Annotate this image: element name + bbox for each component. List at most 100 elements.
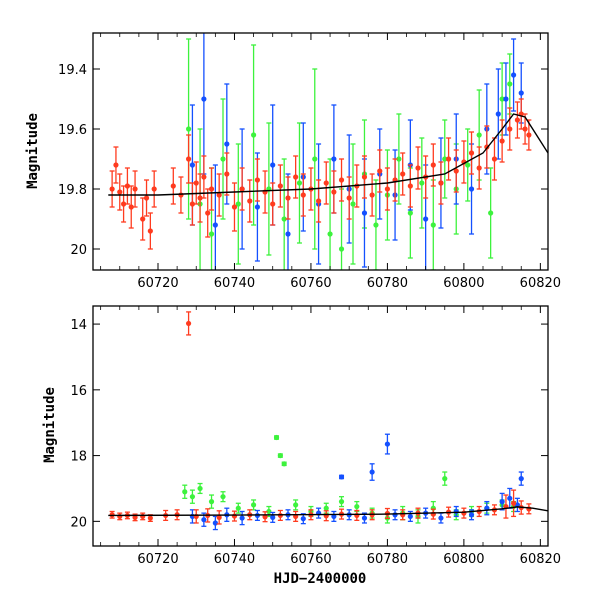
top-red-point (170, 167, 176, 205)
top-green-point (235, 143, 241, 265)
top-red-point (128, 185, 134, 229)
top-red-point (507, 107, 513, 151)
top-red-point (178, 176, 184, 214)
bottom-blue-point (300, 513, 306, 525)
top-red-point (430, 143, 436, 187)
top-y-tick-label: 19.6 (58, 123, 87, 138)
bottom-blue-point (438, 512, 444, 524)
bottom-blue-point (338, 474, 345, 480)
top-red-point (193, 161, 199, 205)
top-red-point (224, 152, 230, 196)
bottom-green-point (182, 484, 188, 499)
top-x-tick-label: 60780 (367, 276, 408, 291)
bottom-green-point (281, 461, 287, 467)
top-red-point (293, 155, 299, 199)
bottom-green-point (208, 494, 215, 509)
bottom-x-tick-label: 60820 (520, 552, 561, 567)
top-x-tick-label: 60820 (520, 276, 561, 291)
bottom-red-point (193, 509, 199, 524)
bottom-model-curve (108, 506, 548, 517)
top-green-point (266, 122, 272, 256)
top-green-point (507, 53, 513, 115)
bottom-red-point (216, 510, 222, 525)
top-red-point (315, 179, 322, 223)
bottom-red-point (205, 508, 211, 523)
bottom-x-tick-label: 60800 (443, 552, 484, 567)
bottom-series-layer (109, 311, 532, 531)
top-red-point (338, 158, 345, 202)
top-green-point (338, 188, 345, 270)
bottom-blue-point (239, 510, 245, 526)
top-red-point (185, 134, 192, 184)
top-red-point (247, 179, 253, 223)
bottom-red-point (430, 508, 436, 520)
top-red-point (526, 119, 532, 151)
bottom-y-tick-label: 16 (70, 384, 87, 399)
bottom-green-point (220, 491, 226, 503)
top-blue-point (201, 33, 207, 175)
top-green-point (442, 119, 448, 199)
top-red-point (331, 170, 337, 214)
bottom-blue-point (270, 511, 276, 523)
top-series-layer (109, 33, 532, 270)
top-green-point (185, 38, 192, 220)
bottom-red-point (185, 311, 192, 336)
top-red-point (132, 170, 138, 208)
top-plot-area (108, 33, 548, 270)
bottom-y-tick-label: 18 (70, 450, 87, 465)
top-y-tick-label: 19.4 (58, 63, 87, 78)
bottom-blue-point (518, 471, 524, 486)
top-red-point (468, 131, 475, 175)
top-red-point (445, 137, 452, 181)
bottom-ylabel: Magnitude (42, 387, 58, 463)
top-red-point (499, 119, 505, 163)
top-red-point (151, 170, 157, 208)
top-x-tick-label: 60760 (290, 276, 331, 291)
top-red-point (407, 164, 413, 208)
top-red-point (143, 179, 150, 217)
top-red-point (346, 176, 352, 220)
bottom-x-tick-label: 60720 (137, 552, 178, 567)
top-blue-point (212, 164, 218, 270)
bottom-blue-point (499, 492, 505, 511)
bottom-blue-point (315, 507, 322, 519)
top-red-point (453, 149, 459, 193)
top-model-curve (108, 113, 548, 196)
top-y-tick-label: 20 (70, 243, 87, 258)
bottom-blue-point (369, 463, 375, 481)
top-red-point (369, 173, 375, 217)
top-red-point (384, 167, 391, 211)
bottom-green-point (338, 496, 345, 508)
top-red-point (361, 155, 368, 199)
top-red-point (201, 155, 207, 199)
top-axes: 60720 60740 60760 60780 60800 60820 19.4 19.6 19… (58, 33, 561, 291)
bottom-x-tick-label: 60740 (214, 552, 255, 567)
bottom-green-point (273, 434, 280, 441)
top-red-point (415, 146, 421, 190)
top-red-point (323, 161, 329, 205)
bottom-green-point (277, 452, 283, 459)
top-red-point (491, 137, 498, 181)
bottom-green-point (354, 500, 360, 513)
top-green-point (350, 143, 356, 265)
bottom-red-point (461, 507, 467, 519)
top-red-point (277, 164, 283, 208)
bottom-x-tick-label: 60780 (367, 552, 408, 567)
bottom-red-point (510, 489, 517, 518)
top-red-point (514, 101, 521, 139)
top-blue-point (510, 38, 517, 112)
bottom-red-point (262, 511, 268, 523)
top-green-point (250, 44, 257, 226)
top-red-point (518, 98, 524, 130)
top-red-point (285, 176, 291, 220)
top-panel: 60720 60740 60760 60780 60800 60820 19.4 19.6 19… (25, 32, 561, 291)
top-red-point (400, 152, 406, 196)
bottom-green-point (250, 499, 257, 511)
top-red-point (120, 185, 127, 223)
bottom-y-tick-label: 20 (70, 515, 87, 530)
top-red-point (117, 173, 123, 211)
top-x-tick-label: 60720 (137, 276, 178, 291)
bottom-xlabel: HJD−2400000 (274, 571, 367, 587)
top-red-point (300, 173, 306, 217)
